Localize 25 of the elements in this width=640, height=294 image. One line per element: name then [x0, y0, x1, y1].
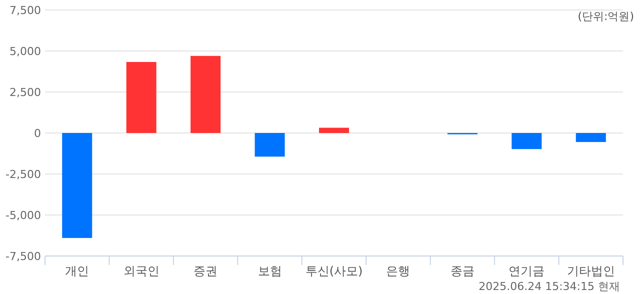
text: 2025.06.24 15:34:15 현재: [478, 280, 620, 293]
x-tick-label: 외국인: [123, 264, 160, 278]
bar: [126, 62, 156, 133]
y-tick-label: -2,500: [6, 168, 41, 181]
y-tick-label: -7,500: [6, 250, 41, 263]
bar: [319, 128, 349, 133]
bar: [254, 133, 285, 157]
y-tick-label: 5,000: [10, 45, 41, 58]
x-tick-label: 보험: [258, 264, 282, 278]
x-tick-label: 투신(사모): [305, 264, 363, 278]
y-tick-label: -5,000: [6, 209, 41, 222]
x-tick-label: 개인: [65, 264, 90, 278]
x-tick-label: 종금: [450, 264, 474, 278]
bar: [62, 133, 92, 238]
x-tick-label: 연기금: [508, 264, 545, 278]
bar: [190, 56, 221, 133]
x-tick-label: 증권: [194, 264, 218, 278]
y-tick-label: 0: [34, 127, 41, 140]
y-tick-label: 2,500: [10, 86, 41, 99]
y-tick-label: 7,500: [10, 4, 41, 17]
x-tick-label: 기타법인: [566, 264, 615, 278]
x-tick-label: 은행: [386, 264, 410, 278]
bar: [576, 133, 606, 142]
annotation: (단위:억원): [578, 10, 634, 23]
bar: [512, 133, 542, 150]
